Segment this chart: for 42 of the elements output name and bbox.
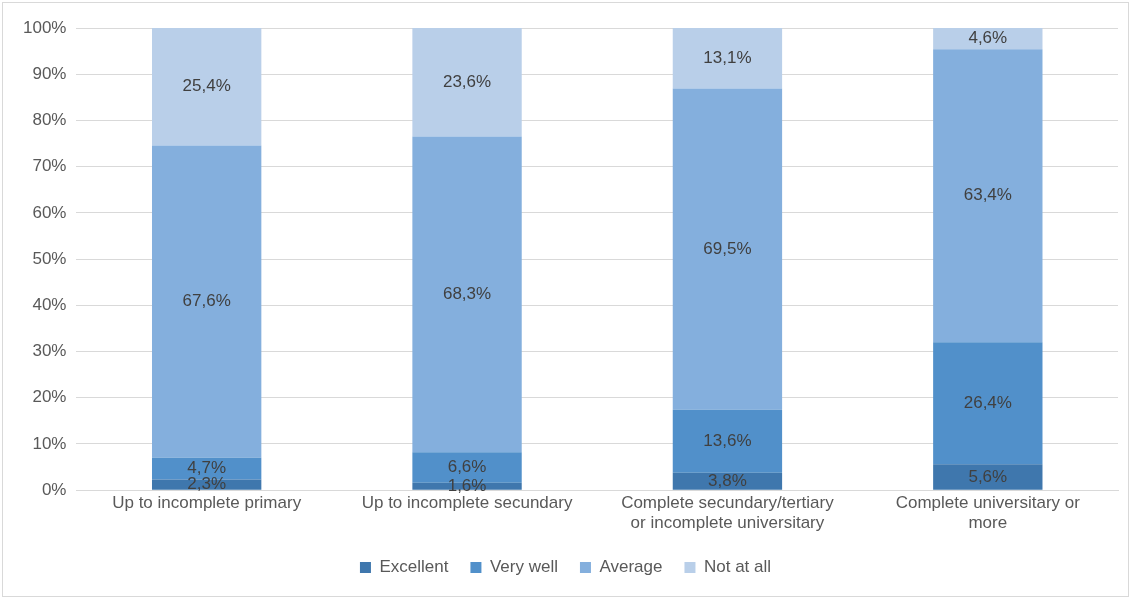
legend-label: Very well	[489, 557, 558, 577]
data-label: 6,6%	[447, 457, 487, 477]
data-label: 3,8%	[708, 470, 747, 490]
x-tick-label: Up to incomplete primary	[112, 493, 302, 513]
data-label: 5,6%	[968, 466, 1008, 486]
data-label: 13,6%	[703, 430, 752, 450]
y-tick-label: 50%	[32, 248, 67, 268]
x-tick-label: Up to incomplete secundary	[361, 493, 573, 513]
bar	[672, 88, 783, 410]
data-label: 26,4%	[963, 392, 1012, 412]
y-tick-label: 40%	[32, 295, 67, 315]
bar	[933, 342, 1043, 465]
legend-label: Average	[599, 557, 663, 577]
data-label: 23,6%	[442, 71, 492, 91]
data-label: 4,6%	[968, 28, 1008, 48]
x-tick-label: Complete secundary/tertiary or incomplete universitary	[621, 493, 835, 533]
y-tick-label: 80%	[32, 110, 67, 130]
bar	[151, 145, 262, 458]
y-tick-label: 0%	[41, 479, 67, 499]
bar	[151, 28, 262, 146]
y-tick-label: 60%	[32, 202, 67, 222]
data-label: 63,4%	[963, 185, 1012, 205]
bar	[933, 464, 1043, 490]
bar	[412, 28, 522, 137]
data-label: 67,6%	[182, 291, 231, 311]
data-label: 69,5%	[703, 238, 752, 258]
y-tick-label: 70%	[32, 156, 67, 176]
legend-label: Not at all	[703, 557, 772, 577]
y-tick-label: 90%	[32, 63, 67, 83]
bar	[672, 409, 783, 473]
y-tick-label: 10%	[32, 433, 67, 453]
bar	[933, 49, 1043, 343]
y-tick-label: 20%	[32, 387, 67, 407]
y-tick-label: 100%	[23, 17, 67, 37]
bar	[412, 136, 522, 453]
x-tick-label: Complete universitary or more	[895, 493, 1081, 533]
data-label: 13,1%	[703, 47, 752, 67]
data-label: 68,3%	[442, 284, 492, 304]
legend-label: Excellent	[379, 557, 449, 577]
bar	[672, 28, 783, 89]
data-label: 25,4%	[182, 76, 231, 96]
y-tick-label: 30%	[32, 341, 67, 361]
